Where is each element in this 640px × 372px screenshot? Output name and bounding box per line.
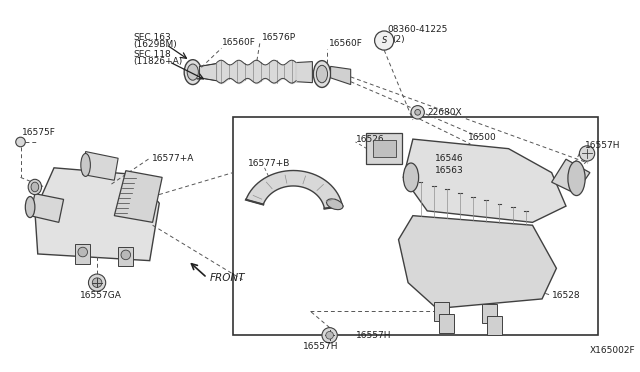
Circle shape [326, 331, 333, 339]
Circle shape [411, 106, 424, 119]
Polygon shape [200, 64, 217, 81]
Text: 08360-41225: 08360-41225 [387, 25, 447, 33]
Polygon shape [296, 62, 312, 83]
Text: 16575F: 16575F [22, 128, 56, 137]
Ellipse shape [403, 163, 419, 192]
Circle shape [579, 146, 595, 161]
Ellipse shape [314, 61, 331, 87]
Circle shape [78, 247, 88, 257]
Text: (11826+A): (11826+A) [134, 57, 182, 66]
Text: (1629BM): (1629BM) [134, 40, 177, 49]
Polygon shape [30, 194, 63, 222]
Bar [372, 140, 396, 157]
Ellipse shape [316, 65, 328, 83]
Ellipse shape [568, 161, 585, 196]
Polygon shape [83, 151, 118, 180]
Circle shape [16, 137, 26, 147]
Ellipse shape [81, 154, 90, 176]
Text: 16577+B: 16577+B [248, 158, 291, 167]
Text: 16557H: 16557H [585, 141, 621, 150]
Text: 16557GA: 16557GA [80, 291, 122, 299]
Text: 16563: 16563 [435, 166, 463, 175]
Text: 16526: 16526 [355, 135, 384, 144]
Text: SEC.118: SEC.118 [134, 50, 171, 59]
Text: 16528: 16528 [552, 291, 580, 299]
Bar [75, 244, 90, 263]
Text: 16500: 16500 [468, 133, 497, 142]
Ellipse shape [28, 179, 42, 195]
Polygon shape [552, 159, 590, 194]
Circle shape [121, 250, 131, 260]
Circle shape [92, 278, 102, 288]
Bar [434, 302, 449, 321]
Circle shape [415, 109, 420, 115]
Text: 16576P: 16576P [262, 33, 296, 42]
FancyBboxPatch shape [366, 134, 403, 164]
Text: 16557H: 16557H [355, 331, 391, 340]
Ellipse shape [187, 64, 198, 80]
Circle shape [374, 31, 394, 50]
Text: 16546: 16546 [435, 154, 463, 163]
Polygon shape [115, 171, 162, 222]
Text: FRONT: FRONT [210, 273, 246, 283]
Ellipse shape [31, 182, 38, 192]
Ellipse shape [184, 60, 202, 84]
Bar [438, 314, 454, 333]
Polygon shape [246, 170, 342, 209]
Bar [486, 316, 502, 335]
Polygon shape [403, 139, 566, 222]
Text: X165002F: X165002F [590, 346, 636, 355]
Circle shape [322, 328, 337, 343]
Bar [118, 247, 134, 266]
Text: 22680X: 22680X [428, 108, 462, 117]
Bar [233, 117, 598, 335]
Bar [482, 304, 497, 323]
Circle shape [88, 274, 106, 291]
Polygon shape [331, 66, 351, 84]
Text: 16560F: 16560F [329, 39, 362, 48]
Ellipse shape [326, 199, 343, 210]
Ellipse shape [26, 196, 35, 218]
Text: S: S [381, 36, 387, 45]
Text: 16560F: 16560F [223, 38, 256, 47]
Text: 16557H: 16557H [303, 342, 339, 351]
Text: (2): (2) [392, 35, 404, 44]
Text: 16577+A: 16577+A [152, 154, 194, 163]
Polygon shape [399, 216, 556, 308]
Text: SEC.163: SEC.163 [134, 32, 171, 42]
Polygon shape [35, 168, 159, 261]
